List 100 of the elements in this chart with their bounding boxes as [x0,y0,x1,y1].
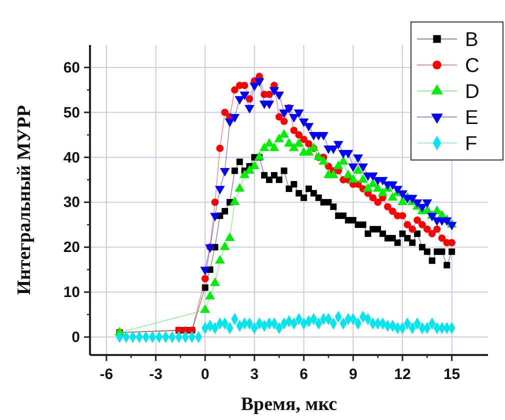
y-axis-title: Интегральный МУРР [14,104,35,295]
point [210,212,220,222]
point [423,226,431,233]
point [224,232,235,242]
point [300,194,308,201]
point [444,262,450,268]
point [363,183,373,192]
point [384,203,392,210]
point [221,108,229,116]
point [438,248,446,255]
point [394,239,401,246]
point [427,212,438,222]
x-tick-label: 15 [443,366,460,383]
point [295,131,303,139]
point [304,123,314,132]
point [389,234,396,242]
point [364,230,372,237]
y-tick-label: 20 [63,239,80,256]
point [220,241,230,250]
point [244,105,254,114]
legend-label: D [465,81,480,103]
point [358,174,368,183]
y-tick-label: 30 [63,194,80,212]
point [290,181,298,188]
point [234,96,245,105]
point [240,92,250,100]
point [422,199,432,208]
x-tick-label: 0 [200,366,210,383]
x-tick-label: 12 [394,366,411,383]
point [442,217,452,226]
point [388,181,398,190]
x-tick-label: 3 [250,366,259,383]
point [250,82,260,92]
point [404,234,411,242]
point [446,222,457,230]
point [398,190,408,199]
point [274,92,284,100]
point [211,198,219,206]
point [358,163,368,172]
point [216,144,224,152]
point [205,290,215,300]
point [269,87,280,96]
point [231,168,238,174]
point [414,216,421,224]
point [210,277,220,286]
x-tick-label: -3 [149,366,162,383]
point [438,234,446,242]
point [330,204,337,210]
point [333,141,344,150]
point [388,208,396,215]
point [234,183,245,192]
point [280,118,288,126]
point [224,118,235,128]
point [369,194,377,202]
point [408,226,416,233]
point [409,239,416,246]
point [305,140,312,148]
point [201,274,209,282]
point [404,221,412,228]
point [296,190,302,196]
point [348,174,358,183]
x-tick-label: 6 [300,366,308,383]
legend-label: B [465,29,478,51]
point [428,230,436,238]
point [294,110,304,118]
point [236,158,243,166]
point [264,100,274,110]
point [200,304,210,313]
legend-label: C [465,55,480,77]
legend-label: E [465,107,478,129]
y-tick-label: 10 [63,284,80,302]
point [276,176,282,184]
point [254,78,264,87]
point [418,244,426,250]
point [230,196,240,206]
point [305,186,312,192]
y-tick-label: 0 [72,329,80,346]
point [290,126,298,134]
point [266,90,273,98]
point [215,254,225,264]
point [433,226,441,233]
point [374,198,382,206]
point [202,284,208,291]
x-axis-title: Время, мкс [240,394,338,415]
point [315,194,322,201]
point [448,248,456,255]
point [246,95,254,103]
point [353,154,363,164]
point [270,172,278,179]
x-tick-label: 9 [348,366,358,383]
point [289,114,299,123]
point [280,168,288,174]
point [428,257,436,264]
point [261,172,268,179]
y-tick-label: 60 [63,59,80,76]
point [300,136,308,143]
point [266,176,273,184]
point [230,114,240,123]
point [378,188,388,196]
point [399,230,406,237]
